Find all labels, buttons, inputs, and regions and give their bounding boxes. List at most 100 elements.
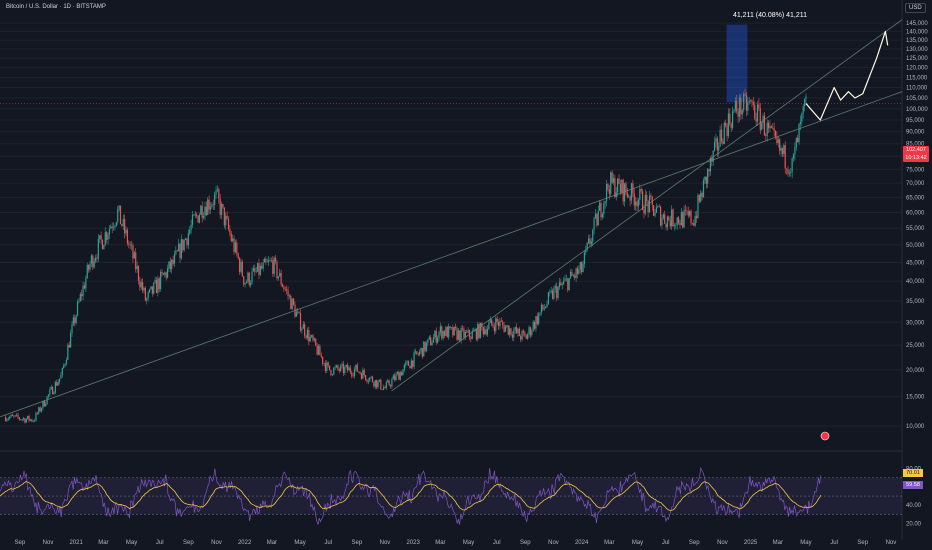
y-tick-label: 85,000 bbox=[906, 142, 925, 148]
candle-body bbox=[680, 212, 682, 226]
candle-body bbox=[615, 192, 617, 198]
candle-body bbox=[388, 380, 390, 386]
candle-body bbox=[774, 130, 777, 137]
candle-body bbox=[630, 183, 633, 201]
candle-body bbox=[380, 379, 382, 390]
candle-body bbox=[94, 257, 97, 262]
candle-body bbox=[529, 327, 531, 336]
candle-body bbox=[64, 363, 66, 366]
candle-body bbox=[405, 362, 407, 365]
candle-body bbox=[250, 282, 252, 286]
candle-body bbox=[273, 257, 275, 274]
x-tick-label: Mar bbox=[604, 540, 614, 546]
candle-body bbox=[626, 192, 628, 197]
candle-body bbox=[373, 382, 375, 387]
candle-body bbox=[337, 365, 339, 370]
candle-body bbox=[513, 330, 515, 338]
candle-body bbox=[651, 197, 653, 206]
candle-body bbox=[581, 262, 583, 273]
candle-body bbox=[518, 328, 520, 337]
candle-body bbox=[532, 322, 534, 331]
candle-body bbox=[756, 104, 759, 122]
candle-body bbox=[272, 260, 274, 274]
candle-body bbox=[553, 288, 555, 299]
candle-body bbox=[36, 412, 38, 414]
candle-body bbox=[485, 329, 487, 335]
candle-body bbox=[741, 110, 743, 115]
y-tick-label: 90,000 bbox=[906, 130, 925, 136]
candle-body bbox=[302, 324, 304, 329]
candle-body bbox=[54, 382, 56, 393]
candle-body bbox=[614, 178, 616, 198]
candle-body bbox=[612, 178, 615, 183]
candle-body bbox=[310, 335, 313, 337]
candle-body bbox=[723, 122, 725, 144]
candle-body bbox=[474, 329, 476, 331]
candle-body bbox=[690, 211, 692, 224]
candle-body bbox=[493, 326, 495, 332]
candle-body bbox=[582, 264, 584, 273]
candle-body bbox=[107, 234, 109, 240]
candle-body bbox=[201, 205, 203, 218]
candle-body bbox=[708, 169, 710, 172]
candle-body bbox=[20, 419, 22, 420]
candle-body bbox=[489, 319, 491, 323]
candle-body bbox=[601, 214, 604, 218]
y-tick-label: 140,000 bbox=[906, 29, 928, 35]
candle-body bbox=[747, 102, 749, 111]
candle-body bbox=[700, 192, 702, 202]
candle-body bbox=[482, 327, 484, 334]
candle-body bbox=[366, 379, 368, 382]
candle-body bbox=[103, 245, 105, 250]
candle-body bbox=[543, 307, 545, 310]
candle-body bbox=[773, 128, 775, 131]
candle-body bbox=[514, 327, 516, 331]
candle-body bbox=[158, 278, 160, 290]
candle-body bbox=[292, 298, 295, 305]
candle-body bbox=[413, 352, 415, 367]
candle-body bbox=[790, 172, 792, 173]
x-tick-label: Sep bbox=[857, 540, 868, 546]
range-annotation: 41,211 (40.08%) 41,211 bbox=[732, 12, 808, 19]
candle-body bbox=[43, 400, 45, 407]
y-tick-label: 70,000 bbox=[906, 181, 925, 187]
candle-body bbox=[377, 381, 379, 388]
candle-body bbox=[139, 280, 141, 288]
candle-body bbox=[736, 101, 738, 112]
candle-body bbox=[491, 319, 493, 325]
x-tick-label: May bbox=[294, 540, 305, 546]
candle-body bbox=[538, 314, 540, 324]
candle-body bbox=[268, 260, 270, 262]
candle-body bbox=[478, 324, 480, 338]
candle-body bbox=[225, 215, 227, 226]
candle-body bbox=[669, 220, 671, 227]
candle-body bbox=[194, 214, 196, 216]
candle-body bbox=[27, 415, 29, 419]
candle-body bbox=[214, 194, 216, 206]
candle-body bbox=[180, 239, 183, 259]
candle-body bbox=[125, 229, 127, 234]
candle-body bbox=[546, 303, 548, 307]
currency-button[interactable]: USD bbox=[905, 3, 926, 13]
candle-body bbox=[550, 290, 552, 292]
candle-body bbox=[449, 326, 451, 328]
candle-body bbox=[617, 178, 619, 193]
candle-body bbox=[176, 250, 178, 252]
candle-body bbox=[173, 254, 176, 264]
candle-body bbox=[140, 282, 142, 288]
candle-body bbox=[495, 318, 497, 332]
candle-body bbox=[358, 371, 360, 373]
candle-body bbox=[315, 338, 317, 346]
candle-body bbox=[576, 268, 579, 275]
candle-body bbox=[99, 235, 101, 239]
candle-body bbox=[81, 293, 83, 297]
candle-body bbox=[97, 238, 99, 259]
candle-body bbox=[230, 233, 232, 241]
candle-body bbox=[338, 369, 340, 371]
candle-body bbox=[765, 135, 767, 137]
candle-body bbox=[45, 404, 47, 407]
candle-body bbox=[497, 321, 500, 327]
candle-body bbox=[146, 298, 148, 301]
x-tick-label: Nov bbox=[211, 540, 222, 546]
